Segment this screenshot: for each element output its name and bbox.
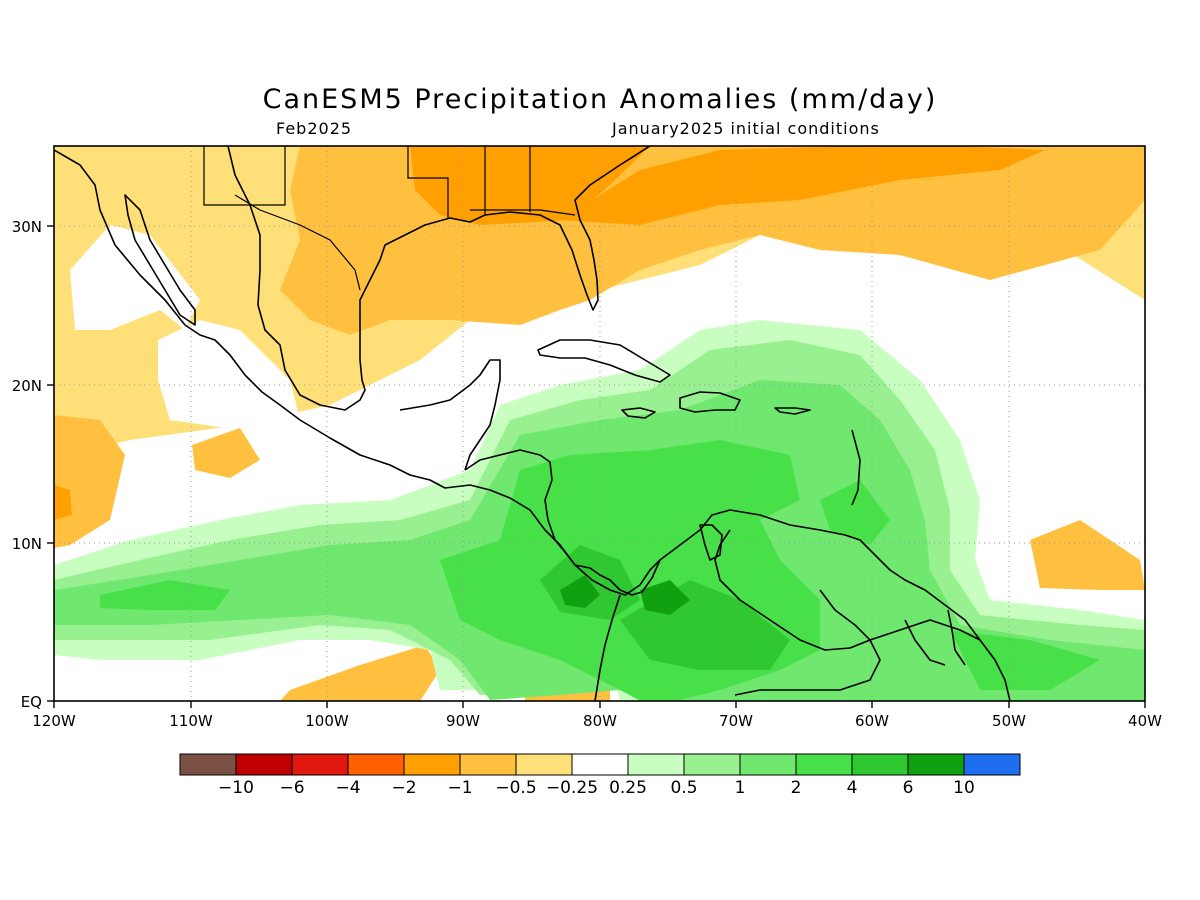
x-tick-label: 90W <box>446 712 480 730</box>
field-moderate-dry-patch <box>192 428 260 478</box>
colorbar-swatch <box>515 753 573 776</box>
coastlines <box>54 146 1011 701</box>
colorbar-label: 10 <box>953 778 975 798</box>
x-axis-labels: 120W 110W 100W 90W 80W 70W 60W 50W 40W <box>32 712 1162 730</box>
colorbar-label: 0.5 <box>670 778 697 798</box>
field-wet-6 <box>560 575 690 615</box>
lat-lon-gridlines <box>54 146 1145 701</box>
colorbar-label: −6 <box>279 778 304 798</box>
anomaly-field <box>54 146 1145 701</box>
x-tick-label: 40W <box>1128 712 1162 730</box>
x-tick-label: 110W <box>169 712 213 730</box>
colorbar-label: 1 <box>735 778 746 798</box>
field-moderate-dry-south <box>280 645 440 701</box>
colorbar-label: 6 <box>903 778 914 798</box>
field-strong-dry-pacific <box>54 485 72 520</box>
x-tick-label: 60W <box>855 712 889 730</box>
map-title: CanESM5 Precipitation Anomalies (mm/day) <box>262 84 938 115</box>
field-neutral-pacific <box>158 320 300 430</box>
y-tick-label: EQ <box>21 693 42 711</box>
colorbar-label: −0.25 <box>546 778 598 798</box>
colorbar-swatch <box>571 753 629 776</box>
y-axis-labels: 30N 20N 10N EQ <box>12 218 42 711</box>
colorbar-swatch <box>963 753 1021 776</box>
x-tick-label: 120W <box>32 712 76 730</box>
forecast-month: Feb2025 <box>276 119 353 138</box>
colorbar-swatch <box>739 753 797 776</box>
colorbar-swatch <box>907 753 965 776</box>
colorbar-label: −10 <box>218 778 254 798</box>
y-tick-label: 10N <box>12 535 42 553</box>
colorbar-swatch <box>403 753 461 776</box>
colorbar-swatch <box>627 753 685 776</box>
colorbar-swatch <box>291 753 349 776</box>
us-state-borders <box>203 146 576 291</box>
colorbar-label: −4 <box>335 778 360 798</box>
colorbar-swatch <box>795 753 853 776</box>
colorbar-swatch <box>683 753 741 776</box>
x-tick-label: 70W <box>719 712 753 730</box>
colorbar-label: 0.25 <box>609 778 647 798</box>
colorbar-label: 4 <box>847 778 858 798</box>
field-strong-dry-atlantic <box>560 146 1045 225</box>
axis-ticks <box>47 225 1146 708</box>
colorbar-label: −0.5 <box>495 778 536 798</box>
colorbar-swatch <box>179 753 237 776</box>
y-tick-label: 30N <box>12 218 42 236</box>
colorbar-label: 2 <box>791 778 802 798</box>
colorbar-label: −1 <box>447 778 472 798</box>
colorbar-swatch <box>459 753 517 776</box>
field-moderate-dry-east <box>1030 520 1145 590</box>
y-tick-label: 20N <box>12 377 42 395</box>
colorbar-label: −2 <box>391 778 416 798</box>
colorbar-swatch <box>235 753 293 776</box>
x-tick-label: 80W <box>583 712 617 730</box>
colorbar: −10 −6 −4 −2 −1 −0.5 −0.25 0.25 0.5 1 2 4 6 10 <box>179 753 1021 798</box>
colorbar-swatch <box>851 753 909 776</box>
x-tick-label: 50W <box>992 712 1026 730</box>
initial-conditions-label: January2025 initial conditions <box>612 119 880 138</box>
x-tick-label: 100W <box>305 712 349 730</box>
colorbar-swatch <box>347 753 405 776</box>
